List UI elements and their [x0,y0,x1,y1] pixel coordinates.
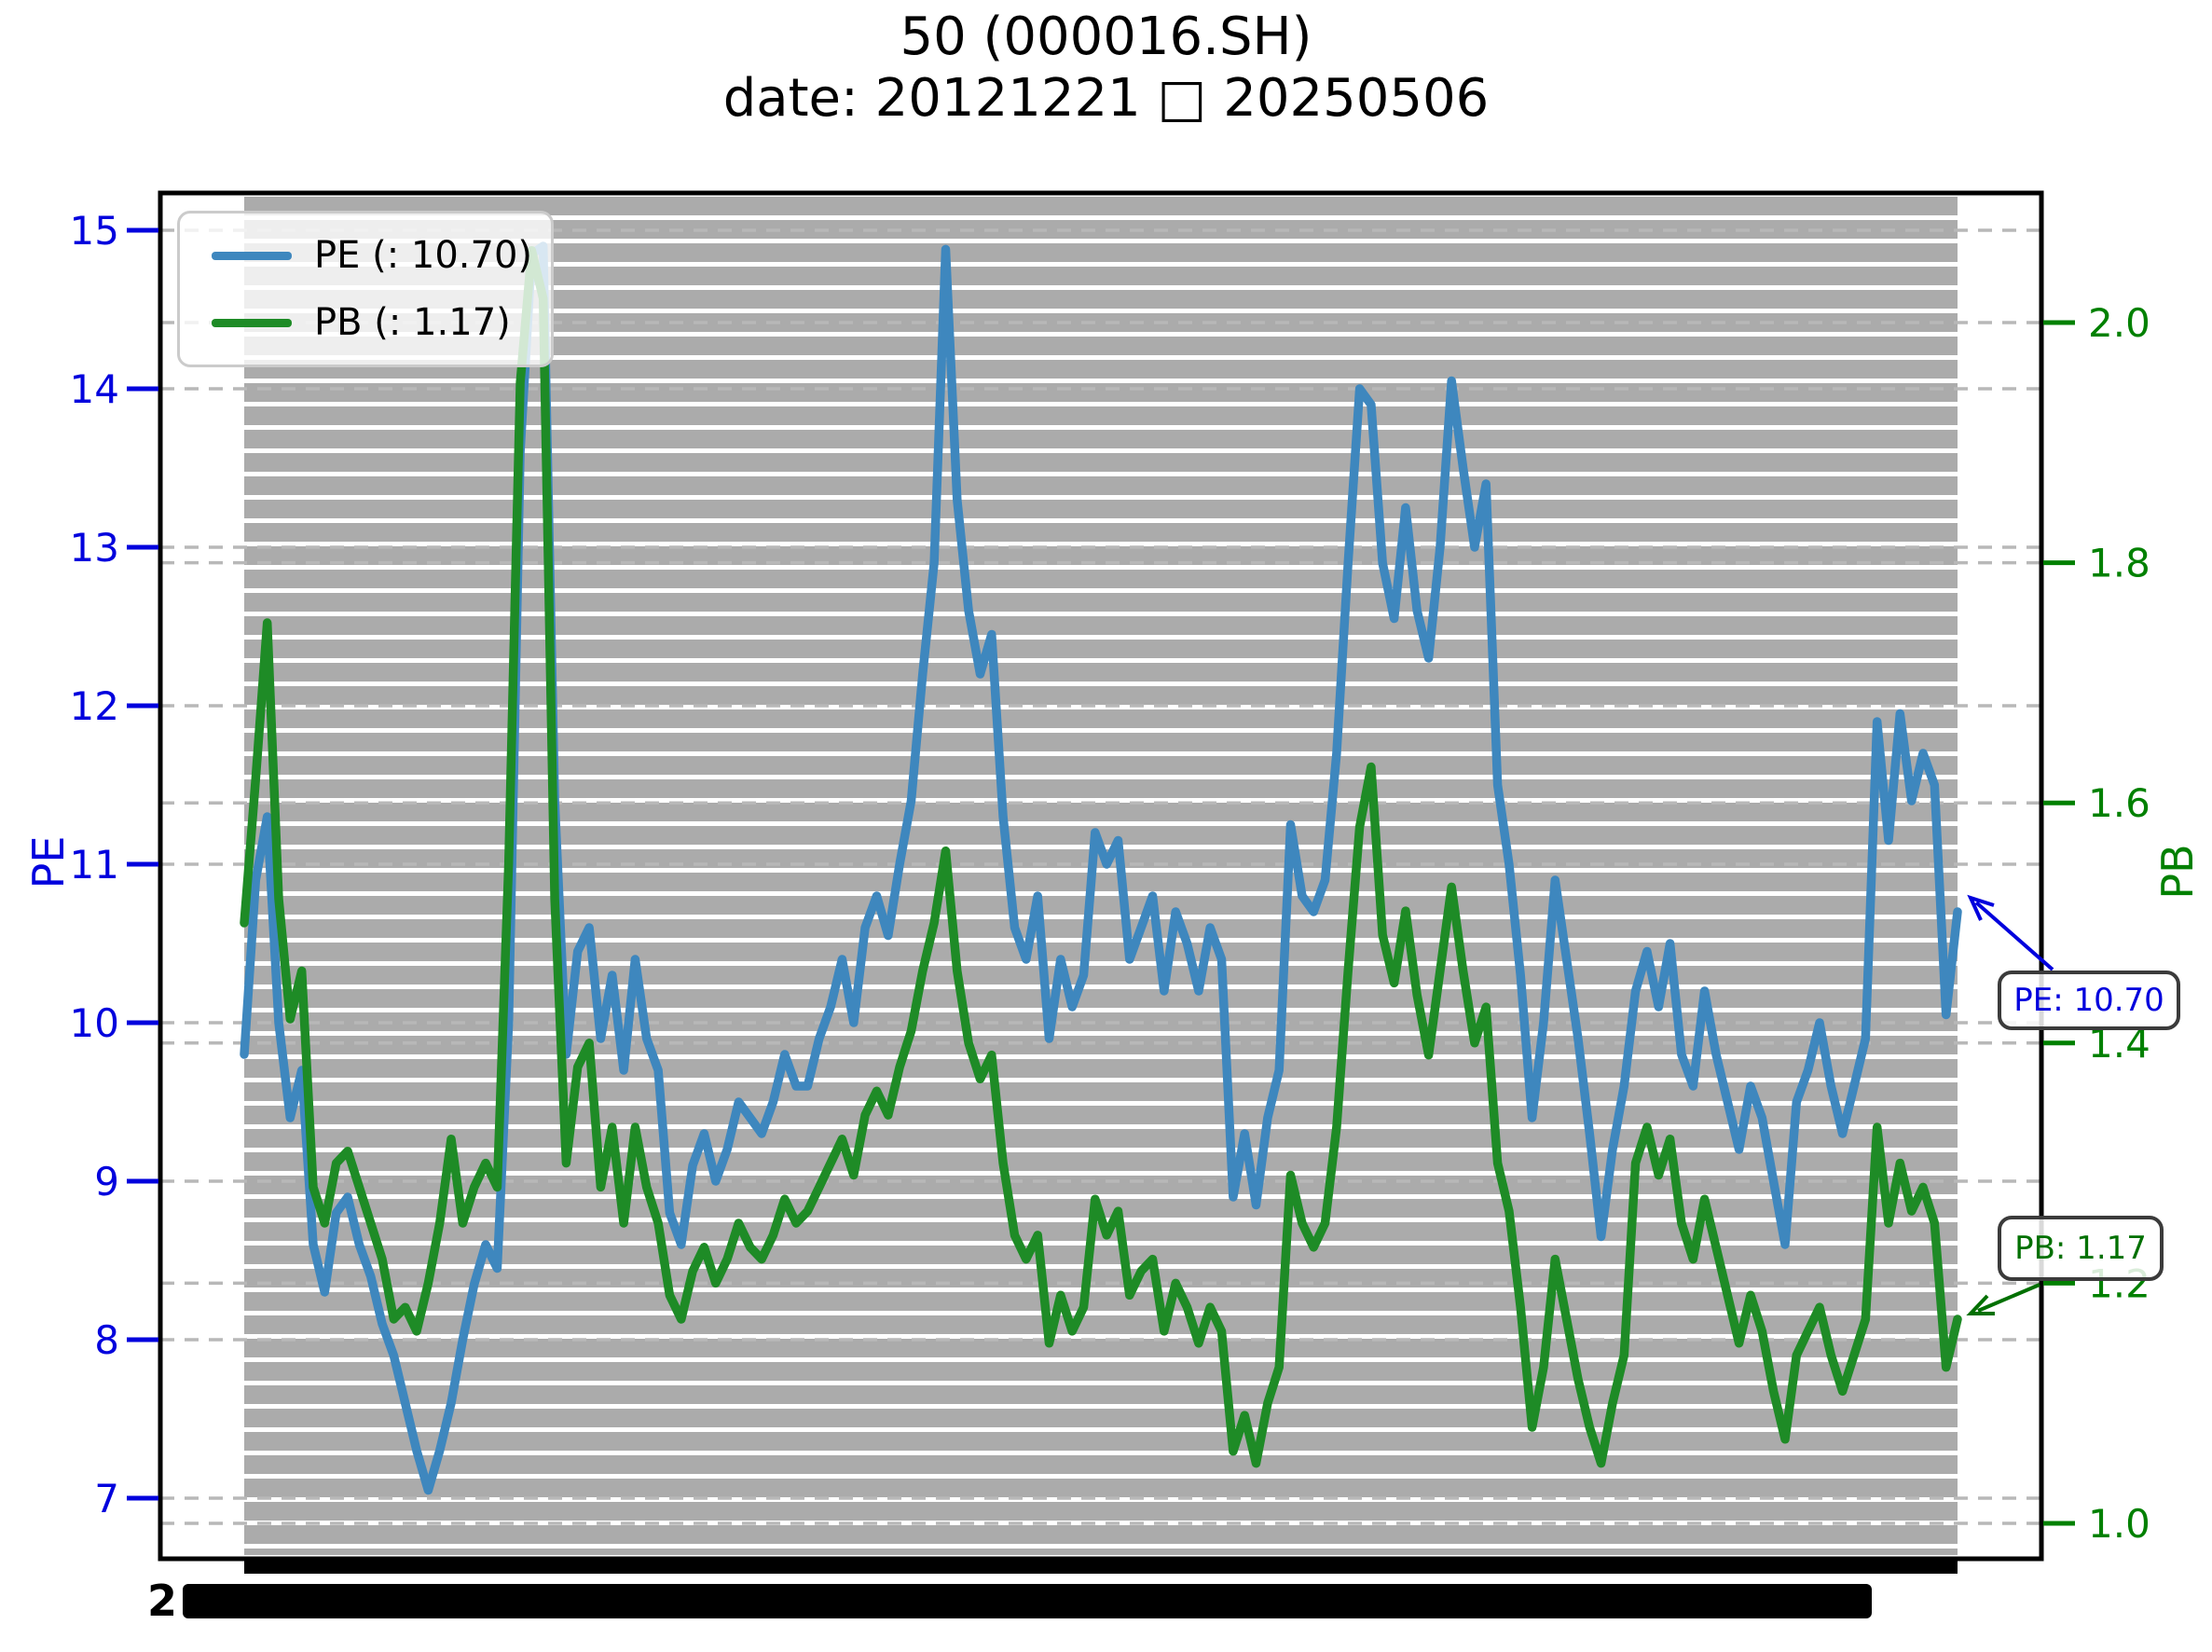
left-tick-label: 9 [94,1159,119,1205]
pb-annotation-arrow [1977,1283,2040,1313]
chart-title: 50 (000016.SH) [900,7,1312,67]
background-stripes [244,197,1958,1555]
left-tick-label: 8 [94,1317,119,1363]
left-tick-label: 13 [70,525,119,571]
left-axis: 15 14 13 12 11 10 9 8 7 [70,208,158,1521]
legend-entry-pb: PB (: 1.17) [212,301,551,344]
right-tick-label: 1.6 [2088,780,2150,826]
pe-line-swatch [212,251,292,260]
left-tick-label: 10 [70,1000,119,1046]
right-tick-label: 2.0 [2088,300,2150,346]
left-tick-label: 7 [94,1476,119,1521]
left-tick-label: 15 [70,208,119,254]
pe-axis-label: PE [23,835,74,889]
left-tick-label: 11 [70,842,119,888]
pb-line-swatch [212,318,292,327]
x-tick-marks-bar [244,1559,1958,1574]
x-tick-labels-bar [183,1584,1872,1618]
annotation-arrows [1966,894,2054,1315]
x-first-tick-label: 2 [147,1576,177,1626]
left-tick-label: 12 [70,683,119,729]
pe-current-annotation: PE: 10.70 [1998,971,2180,1030]
right-tick-label: 1.0 [2088,1501,2150,1547]
pe-annotation-arrow [1974,901,2054,971]
legend: PE (: 10.70) PB (: 1.17) [177,211,554,367]
right-axis: 2.01.81.61.41.21.0 [2043,300,2150,1547]
left-tick-label: 14 [70,366,119,412]
legend-entry-pe: PE (: 10.70) [212,234,551,277]
legend-label-pe: PE (: 10.70) [314,234,533,277]
pb-current-annotation: PB: 1.17 [1998,1216,2164,1281]
chart-subtitle: date: 20121221 □ 20250506 [722,68,1490,129]
pe-arrowhead [1967,894,1995,921]
legend-label-pb: PB (: 1.17) [314,301,511,344]
pb-arrowhead [1966,1294,1995,1315]
right-tick-label: 1.8 [2088,541,2150,586]
pb-axis-label: PB [2152,844,2203,900]
